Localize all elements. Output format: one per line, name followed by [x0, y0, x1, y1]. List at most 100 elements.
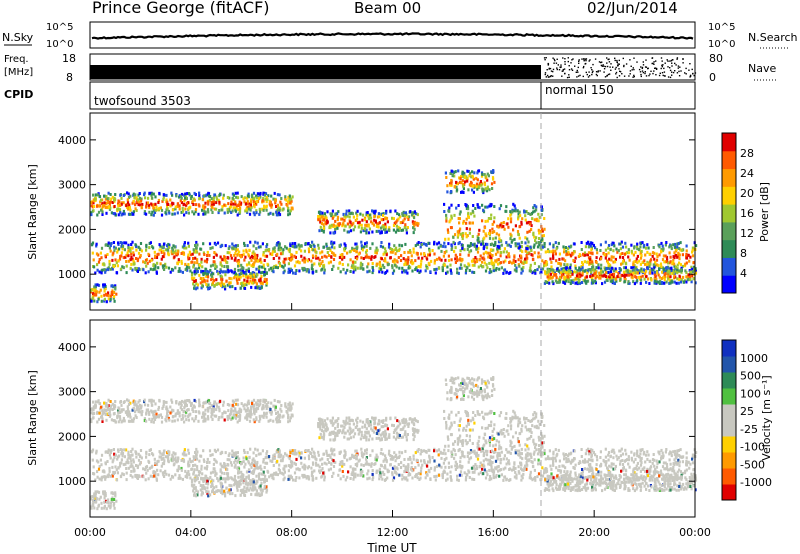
- power-cell: [522, 261, 525, 265]
- power-cell: [524, 236, 527, 240]
- power-cell: [528, 229, 531, 233]
- power-cell: [346, 214, 349, 218]
- power-cell: [637, 248, 640, 251]
- power-cell: [581, 266, 584, 270]
- power-cell: [203, 278, 206, 282]
- power-cell: [595, 248, 598, 252]
- velocity-cell: [467, 469, 470, 473]
- velocity-cell: [367, 469, 370, 473]
- power-cell: [183, 213, 186, 217]
- power-cell: [384, 257, 387, 261]
- power-cell: [207, 202, 210, 206]
- power-cell: [278, 193, 281, 197]
- nave-dot: [585, 71, 587, 74]
- power-cell: [344, 224, 347, 228]
- power-cell: [265, 196, 268, 199]
- power-cell: [607, 246, 610, 250]
- power-cell: [188, 250, 191, 254]
- power-cell: [589, 257, 592, 261]
- power-cell: [259, 195, 262, 199]
- power-cell: [196, 286, 199, 290]
- velocity-cell: [295, 457, 298, 461]
- velocity-cell: [416, 449, 420, 453]
- power-cell: [172, 244, 175, 248]
- power-cell: [279, 252, 283, 256]
- nave-dot: [600, 64, 603, 67]
- power-cell: [337, 210, 340, 214]
- power-cell: [213, 251, 216, 254]
- power-cell: [147, 203, 150, 207]
- velocity-cell: [127, 450, 130, 454]
- power-cell: [481, 260, 484, 264]
- velocity-cell: [655, 459, 658, 463]
- power-cell: [366, 224, 369, 228]
- power-cell: [456, 235, 459, 239]
- power-cell: [534, 239, 537, 243]
- power-cell: [517, 217, 520, 221]
- power-cell: [128, 247, 131, 251]
- power-cell: [440, 258, 443, 262]
- power-cell: [409, 210, 412, 214]
- power-cell: [512, 258, 515, 262]
- power-cell: [198, 252, 201, 256]
- power-cell: [358, 220, 361, 224]
- power-cell: [427, 253, 430, 257]
- power-cell: [581, 269, 584, 273]
- nave-dot: [549, 75, 552, 78]
- velocity-cell: [526, 458, 529, 462]
- power-cell: [458, 180, 462, 184]
- velocity-cell: [269, 459, 272, 463]
- velocity-cell: [570, 460, 573, 464]
- power-cell: [215, 197, 219, 201]
- power-cell: [94, 271, 97, 275]
- power-cell: [146, 261, 149, 265]
- power-cell: [376, 262, 379, 266]
- power-cell: [338, 261, 341, 265]
- velocity-cell: [580, 455, 583, 458]
- power-cell: [331, 212, 334, 216]
- power-cell: [592, 243, 595, 247]
- power-cell: [277, 248, 280, 252]
- velocity-cell: [595, 455, 598, 459]
- power-cell: [382, 252, 385, 256]
- power-cell: [184, 262, 187, 266]
- power-cell: [462, 219, 465, 223]
- power-cell: [106, 197, 109, 200]
- power-cell: [532, 206, 535, 210]
- power-cell: [443, 241, 446, 245]
- power-cell: [236, 196, 240, 200]
- velocity-cell: [639, 452, 642, 456]
- velocity-cell: [135, 464, 138, 467]
- velocity-cell: [573, 467, 576, 470]
- power-cell: [507, 252, 510, 256]
- power-cell: [636, 254, 639, 258]
- power-cell: [288, 270, 291, 274]
- nave-dot: [655, 67, 658, 70]
- power-cell: [293, 254, 296, 258]
- velocity-cell: [325, 462, 328, 466]
- power-cell: [673, 256, 676, 260]
- power-colorbar-tick: 24: [740, 167, 754, 180]
- power-cell: [533, 204, 536, 207]
- velocity-cell: [146, 468, 149, 472]
- power-cell: [240, 195, 243, 199]
- velocity-cell: [144, 468, 147, 472]
- power-cell: [146, 201, 150, 205]
- velocity-cell: [197, 470, 200, 474]
- power-cell: [139, 242, 143, 245]
- power-cell: [458, 241, 461, 244]
- power-cell: [118, 247, 121, 251]
- power-cell: [148, 259, 151, 263]
- velocity-cell: [496, 454, 499, 458]
- power-cell: [251, 195, 254, 198]
- power-cell: [595, 270, 598, 274]
- velocity-cell: [435, 474, 438, 478]
- power-cell: [174, 207, 177, 211]
- power-cell: [482, 246, 485, 250]
- velocity-cell: [458, 448, 461, 451]
- power-cell: [129, 266, 132, 270]
- nave-dot: [685, 73, 687, 75]
- velocity-cell: [562, 464, 565, 468]
- velocity-cell: [427, 460, 430, 464]
